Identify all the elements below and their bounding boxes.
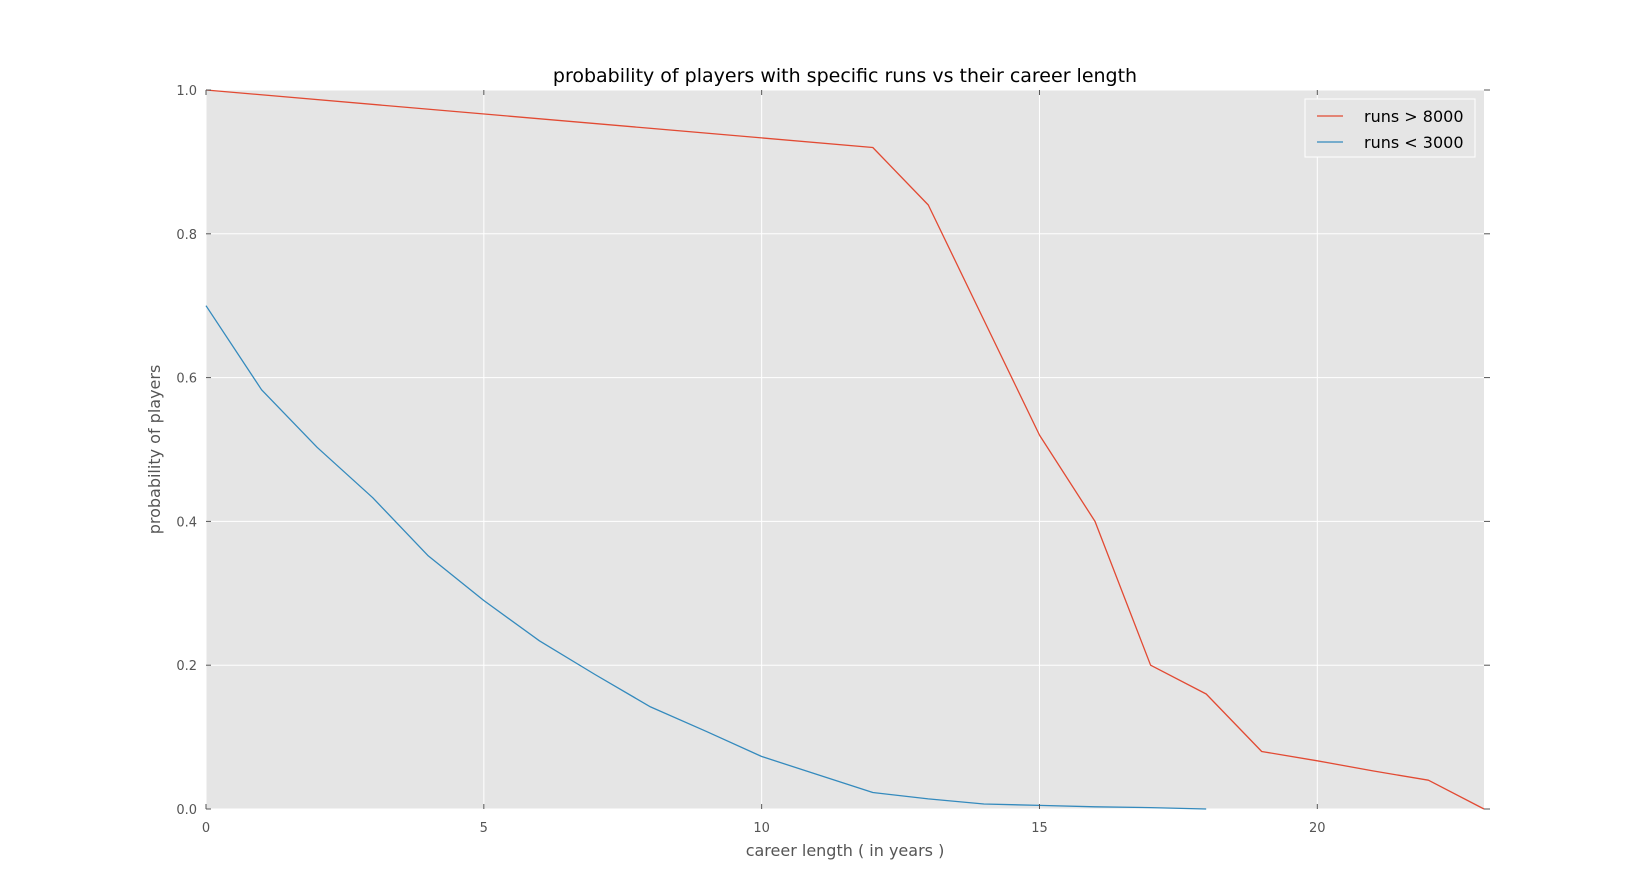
series-line-1 xyxy=(205,89,1485,810)
legend-box xyxy=(1304,98,1476,158)
x-axis-label: career length ( in years ) xyxy=(746,841,945,860)
legend: runs > 8000 runs < 3000 xyxy=(1304,98,1476,158)
plot-area-background xyxy=(206,90,1484,809)
y-tick-label: 1.0 xyxy=(176,84,197,99)
tick-marks xyxy=(205,89,1490,810)
tick-labels: 0 5 10 15 20 0.0 0.2 0.4 0.6 0.8 1.0 xyxy=(176,84,1325,836)
y-tick-label: 0.2 xyxy=(176,659,197,674)
y-tick-label: 0.6 xyxy=(176,372,197,387)
y-tick-label: 0.8 xyxy=(176,228,197,243)
y-tick-label: 0.0 xyxy=(176,803,197,818)
y-axis-label: probability of players xyxy=(145,365,164,535)
x-tick-label: 20 xyxy=(1309,821,1326,836)
legend-label: runs < 3000 xyxy=(1364,133,1464,152)
x-tick-label: 0 xyxy=(202,821,210,836)
chart-title: probability of players with specific run… xyxy=(553,65,1137,87)
grid-lines xyxy=(205,89,1484,810)
y-tick-label: 0.4 xyxy=(176,515,197,530)
x-tick-label: 10 xyxy=(753,821,770,836)
legend-label: runs > 8000 xyxy=(1364,107,1464,126)
x-tick-label: 5 xyxy=(480,821,488,836)
x-tick-label: 15 xyxy=(1031,821,1048,836)
